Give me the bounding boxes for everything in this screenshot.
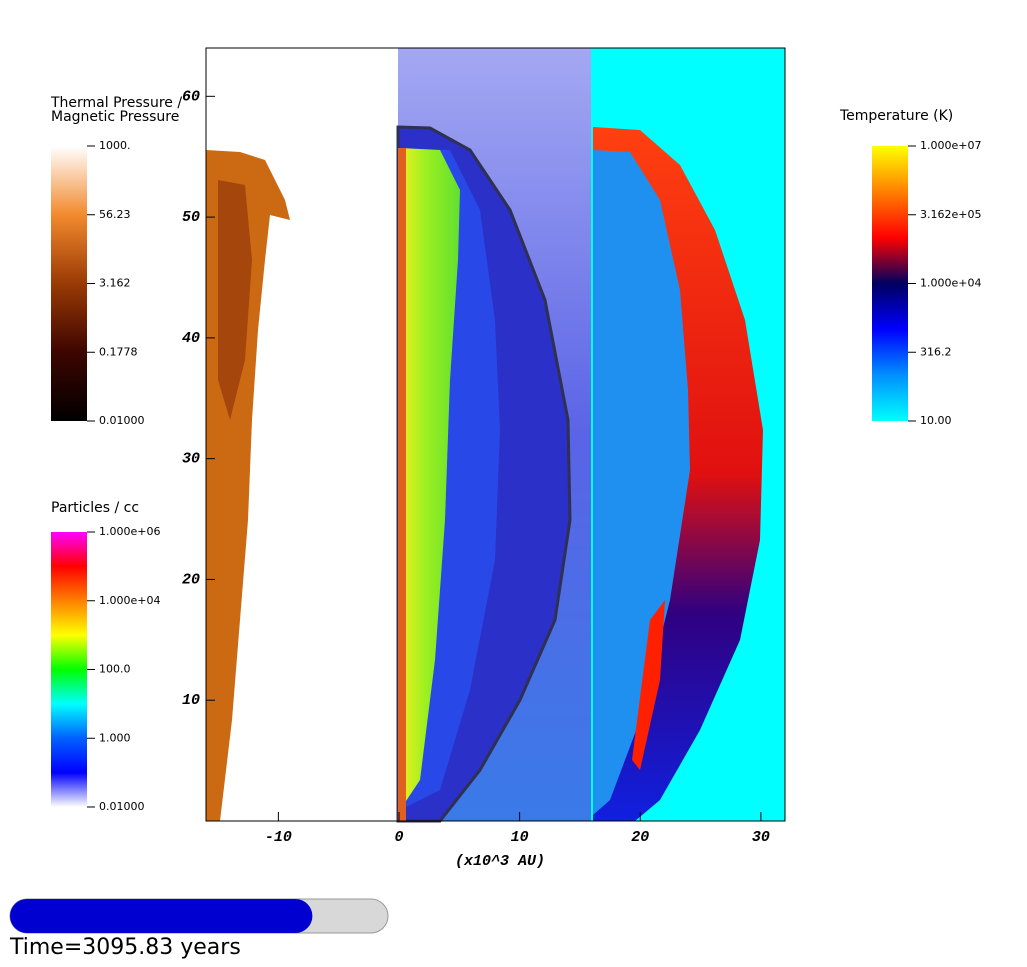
y-tick-label: 50 <box>182 209 200 226</box>
colorbar-tick-label: 1.000e+06 <box>99 525 160 538</box>
colorbar-tick-label: 1000. <box>99 139 131 152</box>
y-tick-label: 20 <box>182 571 200 588</box>
colorbar-tick-label: 0.01000 <box>99 414 145 427</box>
plot-frame <box>205 47 786 822</box>
time-progress <box>10 899 313 933</box>
field-images <box>206 48 785 823</box>
y-tick-label: 60 <box>182 88 200 105</box>
colorbar-title: Temperature (K) <box>839 108 953 124</box>
colorbar-tick-label: 56.23 <box>99 208 131 221</box>
time-bar: Time=3095.83 years <box>9 898 389 960</box>
colorbar <box>51 532 87 807</box>
x-tick-label: 20 <box>631 829 649 846</box>
colorbar-tick-label: 0.01000 <box>99 800 145 813</box>
colorbar-title: Magnetic Pressure <box>51 109 179 125</box>
colorbar-tick-label: 3.162 <box>99 277 131 290</box>
temperature-streak <box>632 600 665 770</box>
y-tick-label: 30 <box>182 451 200 468</box>
colorbar-title: Particles / cc <box>51 500 139 516</box>
x-tick-label: 10 <box>511 829 529 846</box>
x-tick-label: 0 <box>394 829 403 846</box>
time-label: Time=3095.83 years <box>9 935 241 960</box>
pressure-core <box>218 180 252 420</box>
colorbar-tick-label: 10.00 <box>920 414 952 427</box>
x-tick-label: -10 <box>265 829 292 846</box>
colorbar-tick-label: 3.162e+05 <box>920 208 981 221</box>
colorbar-tick-label: 316.2 <box>920 345 952 358</box>
colorbar-tick-label: 1.000e+04 <box>99 594 160 607</box>
y-tick-label: 40 <box>182 330 200 347</box>
colorbar-tick-label: 0.1778 <box>99 345 138 358</box>
colorbar-tick-label: 1.000 <box>99 731 131 744</box>
density-axis-strip <box>398 148 406 821</box>
colorbar-title: Thermal Pressure / <box>50 95 182 111</box>
colorbar-tick-label: 100.0 <box>99 663 131 676</box>
y-tick-label: 10 <box>182 692 200 709</box>
density-column <box>400 148 460 810</box>
x-axis-label: (x10^3 AU) <box>455 853 545 870</box>
colorbar-tick-label: 1.000e+04 <box>920 277 981 290</box>
x-tick-label: 30 <box>752 829 770 846</box>
colorbar-tick-label: 1.000e+07 <box>920 139 981 152</box>
temperature-inner <box>593 150 690 815</box>
colorbar <box>872 146 908 421</box>
colorbar <box>51 146 87 421</box>
